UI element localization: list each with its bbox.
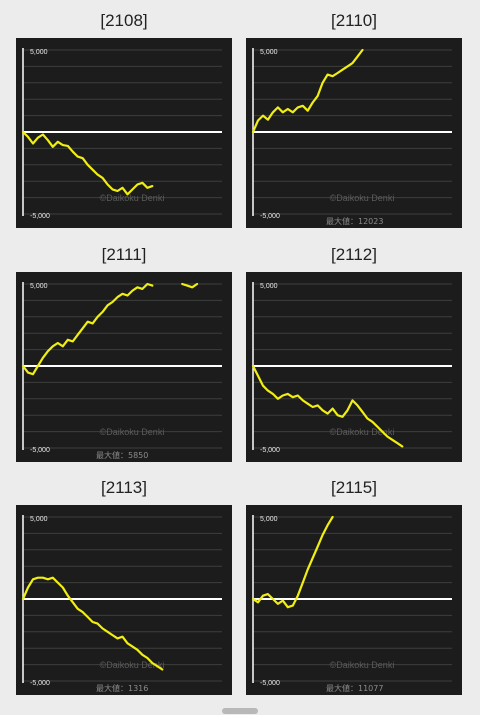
line-chart: 5,000 -5,000 ©Daikoku Denki 最大値：11077 [246, 505, 462, 695]
line-chart: 5,000 -5,000 ©Daikoku Denki [246, 272, 462, 462]
watermark: ©Daikoku Denki [100, 193, 165, 203]
line-chart: 5,000 -5,000 ©Daikoku Denki [16, 38, 232, 228]
watermark: ©Daikoku Denki [100, 660, 165, 670]
max-value-label: 最大値：5850 [96, 450, 148, 460]
watermark: ©Daikoku Denki [330, 193, 395, 203]
max-value-label: 最大値：12023 [326, 216, 383, 226]
y-tick-label: -5,000 [30, 680, 50, 687]
max-value-label: 最大値：11077 [326, 683, 383, 693]
line-chart: 5,000 -5,000 ©Daikoku Denki 最大値：12023 [246, 38, 462, 228]
chart-title: [2115] [330, 478, 377, 497]
y-tick-label: 5,000 [260, 49, 278, 56]
y-tick-label: 5,000 [30, 283, 48, 290]
chart-title: [2110] [330, 11, 377, 30]
page-indicator[interactable] [222, 708, 258, 714]
watermark: ©Daikoku Denki [330, 660, 395, 670]
y-tick-label: 5,000 [30, 516, 48, 523]
y-tick-label: 5,000 [260, 516, 278, 523]
series-line [21, 282, 154, 376]
y-tick-label: -5,000 [260, 680, 280, 687]
chart-title: [2108] [100, 11, 148, 30]
chart-title: [2112] [330, 245, 377, 264]
series-line [251, 364, 404, 448]
chart-title: [2113] [100, 478, 147, 497]
series-line [251, 48, 364, 134]
max-value-label: 最大値：1316 [96, 683, 148, 693]
watermark: ©Daikoku Denki [100, 427, 165, 437]
y-tick-label: -5,000 [260, 213, 280, 220]
series-line [21, 576, 164, 671]
series-line [181, 282, 199, 289]
y-tick-label: 5,000 [260, 283, 278, 290]
line-chart: 5,000 -5,000 ©Daikoku Denki 最大値：5850 [16, 272, 232, 462]
watermark: ©Daikoku Denki [330, 427, 395, 437]
series-line [21, 130, 154, 196]
series-line [251, 515, 334, 609]
y-tick-label: 5,000 [30, 49, 48, 56]
y-tick-label: -5,000 [30, 447, 50, 454]
y-tick-label: -5,000 [260, 447, 280, 454]
chart-title: [2111] [101, 245, 147, 264]
y-tick-label: -5,000 [30, 213, 50, 220]
line-chart: 5,000 -5,000 ©Daikoku Denki 最大値：1316 [16, 505, 232, 695]
